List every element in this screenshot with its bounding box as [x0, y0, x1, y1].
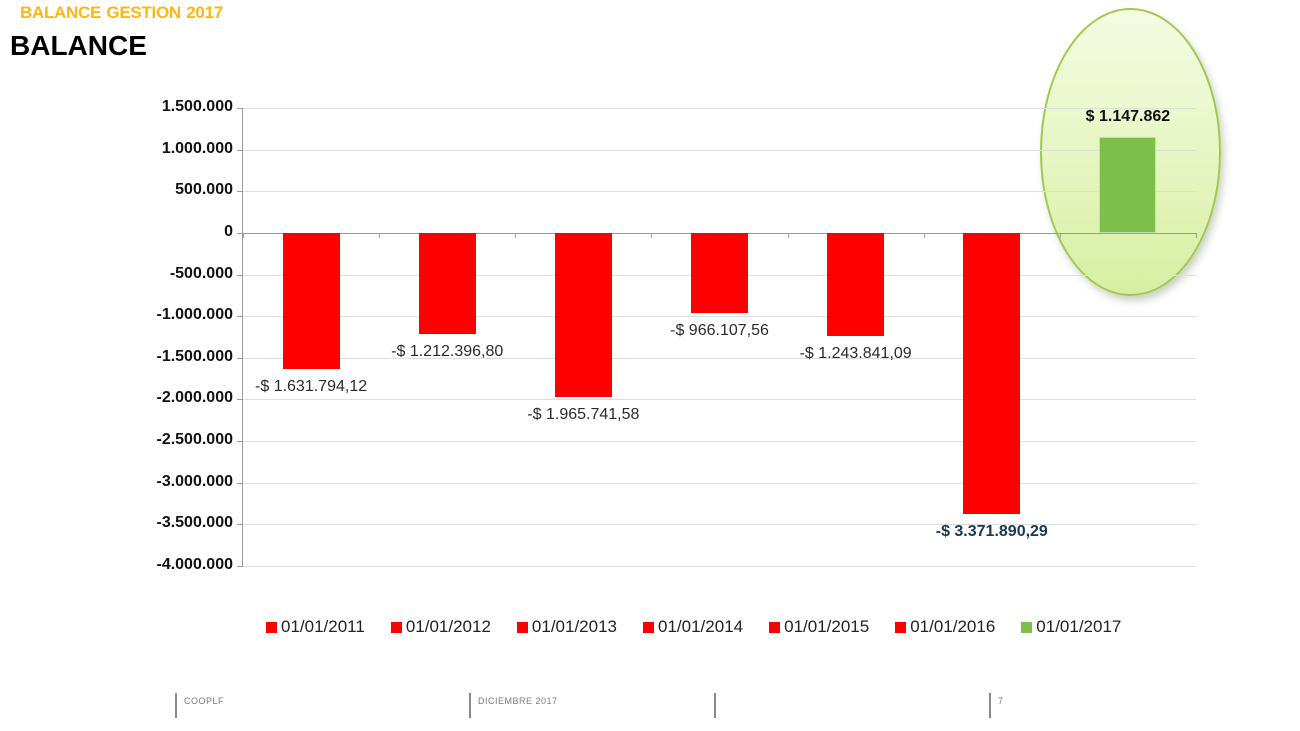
y-tick-mark [237, 357, 243, 359]
y-axis-tick-label: -1.000.000 [156, 306, 233, 324]
data-label-01/01/2013: -$ 1.965.741,58 [527, 405, 640, 423]
legend-label: 01/01/2011 [281, 617, 365, 636]
legend-item-01/01/2011: 01/01/2011 [266, 617, 365, 637]
data-label-01/01/2012: -$ 1.212.396,80 [391, 342, 504, 360]
legend-swatch-icon [895, 621, 907, 633]
footer-divider [714, 693, 716, 718]
y-tick-mark [237, 274, 243, 276]
y-axis-tick-label: -4.000.000 [156, 555, 233, 573]
footer-section-empty [714, 693, 723, 718]
y-tick-mark [237, 565, 243, 567]
x-tick-mark [243, 233, 244, 238]
x-tick-mark [923, 233, 925, 238]
footer-divider [175, 693, 177, 718]
gridline [243, 441, 1196, 442]
legend-label: 01/01/2016 [910, 617, 996, 636]
y-tick-mark [237, 399, 243, 401]
y-axis-tick-label: -3.000.000 [156, 472, 233, 490]
y-tick-mark [237, 191, 243, 193]
legend-label: 01/01/2013 [531, 617, 618, 636]
gridline [243, 108, 1196, 110]
gridline [243, 357, 1196, 359]
data-label-01/01/2015: -$ 1.243.841,09 [799, 345, 912, 363]
gridline [243, 399, 1196, 401]
gridline [243, 565, 1196, 567]
x-tick-mark [1196, 233, 1197, 238]
y-axis-tick-label: 0 [224, 223, 233, 240]
bar-01/01/2015 [827, 233, 885, 337]
data-label-01/01/2016: -$ 3.371.890,29 [935, 522, 1048, 540]
x-tick-mark [651, 233, 653, 238]
gridline [243, 482, 1196, 484]
legend-label: 01/01/2014 [658, 617, 744, 636]
footer-section-page: 7 [989, 693, 1004, 718]
y-axis-tick-label: -500.000 [169, 264, 233, 282]
page-title: BALANCE [10, 30, 147, 61]
y-axis-tick-label: 1.500.000 [161, 98, 233, 116]
y-tick-mark [237, 316, 243, 318]
x-tick-mark [1059, 233, 1061, 238]
y-tick-mark [237, 108, 243, 110]
legend-swatch-icon [516, 621, 528, 633]
legend-swatch-icon [643, 621, 655, 633]
y-axis-line [242, 108, 243, 566]
legend-label: 01/01/2017 [1036, 617, 1122, 636]
legend-item-01/01/2012: 01/01/2012 [390, 617, 491, 637]
footer-divider [469, 693, 471, 718]
gridline [243, 149, 1196, 151]
legend-label: 01/01/2015 [784, 617, 870, 636]
bar-01/01/2013 [554, 233, 612, 397]
x-tick-mark [515, 233, 517, 238]
data-label-01/01/2017: $ 1.147.862 [1085, 108, 1171, 126]
legend-label: 01/01/2012 [405, 617, 491, 636]
y-tick-mark [237, 233, 243, 234]
y-tick-mark [237, 482, 243, 484]
legend-swatch-icon [390, 621, 402, 633]
bar-01/01/2011 [282, 233, 340, 369]
bar-01/01/2014 [691, 233, 748, 314]
y-axis-tick-label: -1.500.000 [156, 347, 233, 365]
footer-company: COOPLF [184, 696, 225, 706]
chart-legend: 01/01/2011 01/01/2012 01/01/2013 01/01/2014… [266, 617, 1121, 637]
gridline [243, 191, 1196, 193]
y-axis-tick-label: -2.500.000 [156, 431, 233, 448]
legend-item-01/01/2013: 01/01/2013 [516, 617, 618, 637]
gridline [243, 524, 1196, 526]
footer-divider [989, 693, 991, 718]
legend-swatch-icon [1021, 621, 1033, 633]
gridline [243, 316, 1196, 318]
footer-section-date: DICIEMBRE 2017 [469, 693, 558, 718]
slide-kicker: BALANCE GESTION 2017 [20, 3, 223, 22]
legend-item-01/01/2015: 01/01/2015 [769, 617, 869, 637]
footer-section-company: COOPLF [175, 693, 224, 718]
y-axis-tick-label: 1.000.000 [161, 139, 233, 157]
footer-date: DICIEMBRE 2017 [478, 696, 558, 706]
bar-01/01/2017 [1099, 137, 1157, 233]
y-axis-tick-label: 500.000 [175, 181, 233, 199]
bar-01/01/2016 [963, 233, 1021, 514]
legend-item-01/01/2016: 01/01/2016 [895, 617, 995, 637]
legend-swatch-icon [769, 621, 781, 633]
y-tick-mark [237, 441, 243, 442]
data-label-01/01/2011: -$ 1.631.794,12 [255, 377, 368, 395]
y-tick-mark [237, 524, 243, 526]
y-tick-mark [237, 149, 243, 151]
legend-swatch-icon [266, 621, 277, 633]
legend-item-01/01/2014: 01/01/2014 [643, 617, 743, 637]
page-number: 7 [998, 696, 1004, 706]
x-tick-mark [787, 233, 789, 238]
y-axis-tick-label: -3.500.000 [156, 514, 233, 532]
bar-01/01/2012 [418, 233, 476, 334]
y-axis-tick-label: -2.000.000 [156, 389, 233, 407]
x-tick-mark [379, 233, 381, 238]
data-label-01/01/2014: -$ 966.107,56 [670, 322, 769, 340]
legend-item-01/01/2017: 01/01/2017 [1021, 617, 1121, 637]
